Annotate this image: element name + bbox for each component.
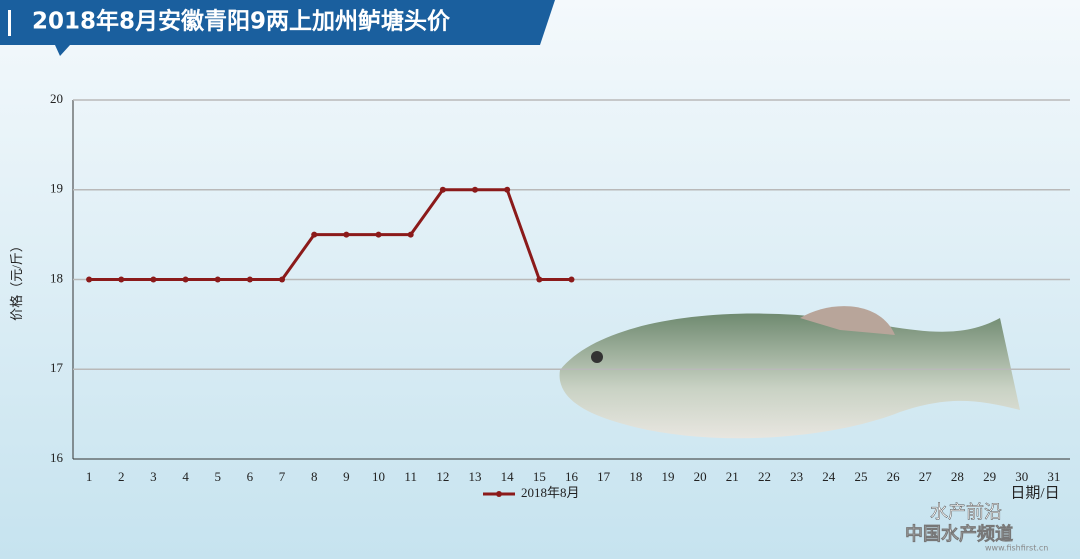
x-axis-label: 日期/日 bbox=[1010, 484, 1059, 501]
point bbox=[375, 231, 382, 238]
x-tick-label: 31 bbox=[1047, 469, 1060, 484]
series-line bbox=[89, 188, 572, 281]
x-tick-label: 15 bbox=[533, 469, 546, 484]
x-tick-label: 28 bbox=[951, 469, 964, 484]
x-tick-label: 21 bbox=[726, 469, 739, 484]
x-tick-label: 10 bbox=[372, 469, 385, 484]
x-tick-label: 2 bbox=[118, 469, 125, 484]
x-tick-label: 25 bbox=[854, 469, 867, 484]
x-tick-label: 16 bbox=[565, 469, 579, 484]
y-tick-label: 19 bbox=[50, 181, 63, 196]
legend-marker bbox=[496, 491, 502, 497]
title-bar-mark bbox=[8, 10, 11, 36]
point bbox=[279, 276, 286, 283]
watermark-name: 水产前沿 bbox=[930, 502, 1002, 523]
x-tick-label: 19 bbox=[661, 469, 674, 484]
x-tick-label: 4 bbox=[182, 469, 189, 484]
x-tick-label: 11 bbox=[404, 469, 417, 484]
x-tick-label: 23 bbox=[790, 469, 803, 484]
x-tick-label: 26 bbox=[887, 469, 901, 484]
x-tick-label: 14 bbox=[501, 469, 515, 484]
x-tick-label: 6 bbox=[247, 469, 254, 484]
point bbox=[536, 276, 543, 283]
x-tick-label: 1 bbox=[86, 469, 93, 484]
x-tick-label: 17 bbox=[597, 469, 611, 484]
point bbox=[182, 276, 189, 283]
fish-fin bbox=[800, 306, 895, 335]
point bbox=[246, 276, 253, 283]
x-tick-label: 18 bbox=[629, 469, 642, 484]
point bbox=[311, 231, 318, 238]
x-tick-label: 22 bbox=[758, 469, 771, 484]
x-tick-label: 8 bbox=[311, 469, 318, 484]
point bbox=[407, 231, 414, 238]
point bbox=[343, 231, 350, 238]
x-tick-label: 27 bbox=[919, 469, 933, 484]
x-tick-label: 7 bbox=[279, 469, 286, 484]
point bbox=[439, 186, 446, 193]
y-tick-label: 18 bbox=[50, 270, 63, 285]
y-tick-label: 16 bbox=[50, 450, 64, 465]
point bbox=[568, 276, 575, 283]
y-tick-label: 17 bbox=[50, 360, 64, 375]
point bbox=[86, 276, 93, 283]
x-tick-label: 5 bbox=[214, 469, 221, 484]
point bbox=[472, 186, 479, 193]
x-tick-label: 20 bbox=[694, 469, 707, 484]
fish-image bbox=[559, 306, 1020, 439]
legend-label: 2018年8月 bbox=[521, 485, 580, 500]
title-banner bbox=[0, 0, 555, 56]
fish-body bbox=[559, 313, 1020, 439]
y-tick-label: 20 bbox=[50, 91, 63, 106]
point bbox=[150, 276, 157, 283]
point bbox=[214, 276, 221, 283]
x-tick-label: 24 bbox=[822, 469, 836, 484]
x-tick-label: 30 bbox=[1015, 469, 1028, 484]
x-tick-label: 29 bbox=[983, 469, 996, 484]
x-tick-label: 3 bbox=[150, 469, 157, 484]
watermark-site: www.fishfirst.cn bbox=[985, 544, 1048, 553]
x-tick-label: 13 bbox=[469, 469, 482, 484]
chart-title: 2018年8月安徽青阳9两上加州鲈塘头价 bbox=[32, 8, 451, 35]
x-tick-label: 9 bbox=[343, 469, 350, 484]
fish-eye bbox=[591, 351, 603, 363]
point bbox=[118, 276, 125, 283]
watermark-channel: 中国水产频道 bbox=[905, 523, 1013, 545]
point bbox=[504, 186, 511, 193]
x-tick-label: 12 bbox=[436, 469, 449, 484]
y-axis-label: 价格（元/斤） bbox=[9, 239, 24, 321]
